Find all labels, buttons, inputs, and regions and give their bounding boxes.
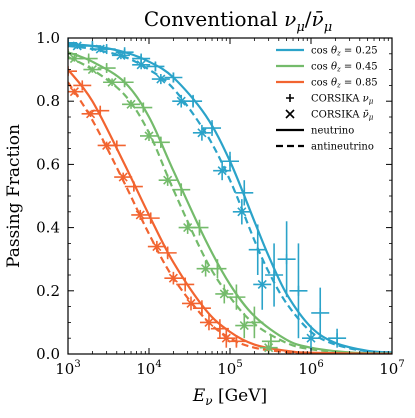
y-tick-label: 0.6 (36, 155, 60, 173)
legend-marker-label: CORSIKA νμ (311, 94, 374, 106)
y-tick-label: 1.0 (36, 29, 60, 47)
legend-series-label: cos θz = 0.85 (311, 78, 378, 90)
y-tick-label: 0.8 (36, 92, 60, 110)
corsika-nubar-marker (197, 128, 207, 138)
corsika-nubar-marker (87, 65, 97, 75)
corsika-nubar-marker (135, 210, 145, 220)
x-tick-label: 104 (136, 359, 161, 378)
x-tick-label: 105 (217, 359, 242, 378)
corsika-nubar-marker (107, 77, 117, 87)
chart-title: Conventional νμ/ν̄μ (144, 7, 332, 35)
legend-plus-marker (286, 94, 294, 102)
legend-marker-label: neutrino (311, 126, 354, 137)
corsika-nubar-marker (239, 320, 249, 331)
corsika-nubar-marker (183, 223, 193, 233)
y-axis-label: Passing Fraction (4, 124, 24, 268)
y-tick-label: 0.2 (36, 282, 60, 300)
legend-series-label: cos θz = 0.45 (311, 62, 378, 74)
x-tick-label: 103 (55, 359, 80, 378)
corsika-nubar-marker (221, 333, 231, 343)
corsika-nubar-marker (168, 273, 178, 283)
corsika-nubar-marker (217, 166, 227, 176)
corsika-nubar-marker (116, 50, 126, 60)
corsika-nubar-marker (156, 74, 166, 84)
antineutrino-curve (68, 44, 392, 354)
corsika-nubar-marker (264, 343, 274, 353)
legend: cos θz = 0.25 cos θz = 0.45 cos θz = 0.85 C… (276, 46, 378, 153)
x-tick-label: 107 (379, 359, 404, 378)
corsika-nubar-marker (306, 333, 316, 343)
x-axis-label: Eν [GeV] (192, 386, 267, 408)
corsika-nubar-marker (95, 44, 105, 54)
corsika-nubar-marker (219, 289, 229, 299)
corsika-nubar-marker (86, 109, 96, 119)
corsika-nubar-marker (204, 317, 214, 327)
neutrino-curve (68, 68, 392, 354)
corsika-nubar-marker (144, 131, 154, 141)
corsika-nubar-marker (72, 41, 82, 51)
legend-marker-label: CORSIKA ν̄μ (311, 110, 374, 122)
plot-area (68, 38, 392, 354)
corsika-nubar-marker (136, 60, 146, 70)
antineutrino-curve (68, 55, 392, 354)
corsika-nubar-marker (102, 140, 112, 151)
corsika-nubar-marker (152, 241, 162, 252)
legend-cross-marker (285, 109, 295, 119)
corsika-nubar-marker (118, 172, 128, 182)
y-axis: 0.0 0.2 0.4 0.6 0.8 1.0 (36, 29, 392, 363)
corsika-nubar-marker (176, 96, 186, 106)
x-tick-label: 106 (298, 359, 323, 378)
x-axis: 103 104 105 106 107 (55, 38, 405, 378)
y-tick-label: 0.0 (36, 345, 60, 363)
legend-series-label: cos θz = 0.25 (311, 46, 378, 58)
corsika-nubar-marker (237, 207, 247, 217)
neutrino-curve (68, 43, 392, 354)
corsika-nubar-marker (69, 53, 79, 64)
corsika-nubar-marker (257, 279, 267, 290)
corsika-nubar-marker (186, 298, 196, 309)
corsika-nubar-marker (201, 264, 211, 274)
corsika-nubar-marker (69, 87, 79, 97)
legend-marker-label: antineutrino (311, 142, 374, 153)
corsika-nubar-marker (163, 175, 173, 185)
antineutrino-curve (68, 81, 392, 354)
corsika-nubar-marker (126, 99, 136, 109)
y-tick-label: 0.4 (36, 219, 60, 237)
